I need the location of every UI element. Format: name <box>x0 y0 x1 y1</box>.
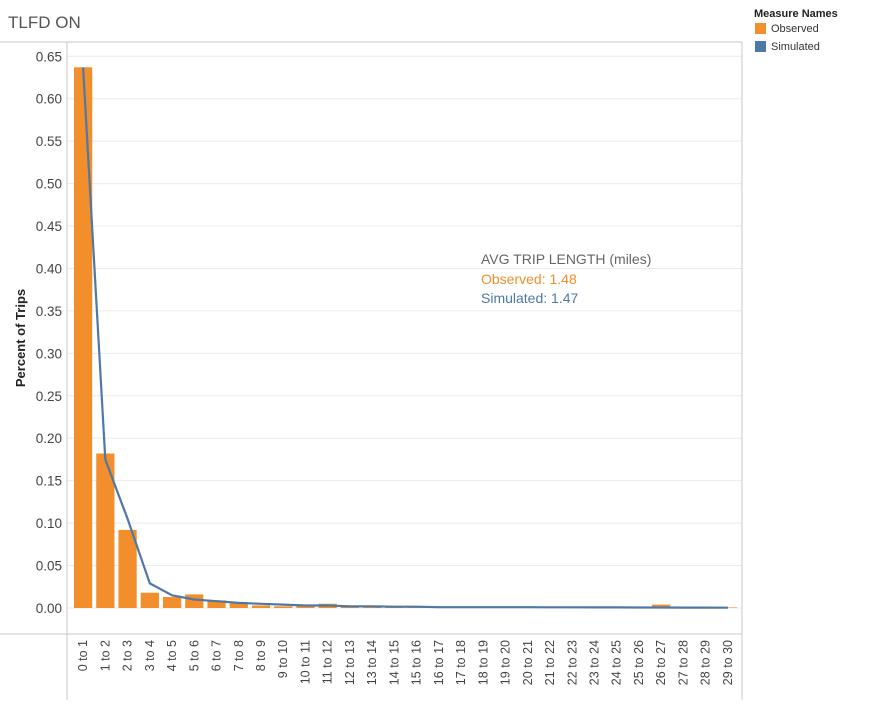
bar-observed <box>140 592 159 608</box>
gridlines <box>67 55 742 609</box>
x-tick-label: 18 to 19 <box>476 640 490 685</box>
x-tick-label: 9 to 10 <box>276 640 290 678</box>
legend-title: Measure Names <box>754 8 838 20</box>
bar-observed <box>207 600 226 608</box>
y-tick-label: 0.65 <box>36 49 62 64</box>
chart-title: TLFD ON <box>8 13 81 32</box>
x-tick-label: 3 to 4 <box>143 640 157 671</box>
x-tick-label: 4 to 5 <box>165 640 179 671</box>
x-tick-label: 6 to 7 <box>210 640 224 671</box>
x-tick-label: 15 to 16 <box>410 640 424 685</box>
x-tick-label: 17 to 18 <box>454 640 468 685</box>
x-tick-label: 20 to 21 <box>521 640 535 685</box>
x-tick-label: 23 to 24 <box>588 640 602 685</box>
y-tick-labels: 0.00 0.05 0.10 0.15 0.20 0.25 0.30 0.35 0.40 0.45… <box>36 49 62 616</box>
bar-observed <box>229 602 248 608</box>
legend-label-simulated: Simulated <box>771 41 820 53</box>
legend-swatch-observed <box>755 23 766 34</box>
x-tick-label: 1 to 2 <box>98 640 112 671</box>
y-tick-label: 0.45 <box>36 219 62 234</box>
x-tick-label: 11 to 12 <box>321 640 335 684</box>
observed-bars <box>74 67 737 608</box>
y-tick-label: 0.60 <box>36 92 62 107</box>
x-tick-label: 24 to 25 <box>610 640 624 685</box>
bar-observed <box>162 596 182 608</box>
y-tick-label: 0.50 <box>36 177 62 192</box>
bar-observed <box>96 453 115 608</box>
x-tick-label: 2 to 3 <box>121 640 135 671</box>
bar-observed <box>118 529 137 608</box>
y-tick-label: 0.25 <box>36 389 62 404</box>
y-tick-label: 0.15 <box>36 474 62 489</box>
x-tick-label: 10 to 11 <box>299 640 313 684</box>
annotation-heading: AVG TRIP LENGTH (miles) <box>481 251 651 267</box>
legend-swatch-simulated <box>755 41 766 52</box>
bar-observed <box>185 594 204 608</box>
x-tick-label: 29 to 30 <box>721 640 735 685</box>
y-tick-label: 0.10 <box>36 516 62 531</box>
y-tick-label: 0.00 <box>36 601 62 616</box>
x-tick-label: 13 to 14 <box>365 640 379 685</box>
x-tick-label: 28 to 29 <box>699 640 713 685</box>
x-tick-label: 27 to 28 <box>676 640 690 685</box>
bar-observed <box>296 605 315 608</box>
annotation: AVG TRIP LENGTH (miles) Observed: 1.48 S… <box>481 251 651 306</box>
x-tick-label: 0 to 1 <box>76 640 90 671</box>
x-tick-labels: 0 to 1 1 to 2 2 to 3 3 to 4 4 to 5 5 to 6 6 to… <box>76 640 735 685</box>
x-tick-label: 22 to 23 <box>565 640 579 685</box>
y-axis-label: Percent of Trips <box>13 289 28 387</box>
legend: Measure Names Observed Simulated <box>754 8 838 53</box>
bar-observed <box>74 67 93 608</box>
x-tick-label: 14 to 15 <box>387 640 401 685</box>
y-tick-label: 0.05 <box>36 559 62 574</box>
bar-observed <box>363 607 382 608</box>
x-tick-label: 8 to 9 <box>254 640 268 671</box>
legend-label-observed: Observed <box>771 23 819 35</box>
bar-observed <box>251 605 271 608</box>
x-tick-label: 16 to 17 <box>432 640 446 685</box>
x-tick-label: 21 to 22 <box>543 640 557 685</box>
x-tick-label: 12 to 13 <box>343 640 357 685</box>
bar-observed <box>274 606 293 608</box>
annotation-observed: Observed: 1.48 <box>481 271 577 287</box>
x-tick-label: 19 to 20 <box>499 640 513 685</box>
y-tick-label: 0.55 <box>36 134 62 149</box>
x-tick-label: 5 to 6 <box>187 640 201 671</box>
y-tick-label: 0.30 <box>36 346 62 361</box>
x-tick-label: 7 to 8 <box>232 640 246 671</box>
y-tick-label: 0.20 <box>36 431 62 446</box>
bar-observed <box>652 604 671 608</box>
y-tick-label: 0.35 <box>36 304 62 319</box>
y-tick-label: 0.40 <box>36 261 62 276</box>
x-tick-label: 25 to 26 <box>632 640 646 685</box>
simulated-line <box>82 67 728 609</box>
annotation-simulated: Simulated: 1.47 <box>481 290 578 306</box>
x-tick-label: 26 to 27 <box>654 640 668 685</box>
